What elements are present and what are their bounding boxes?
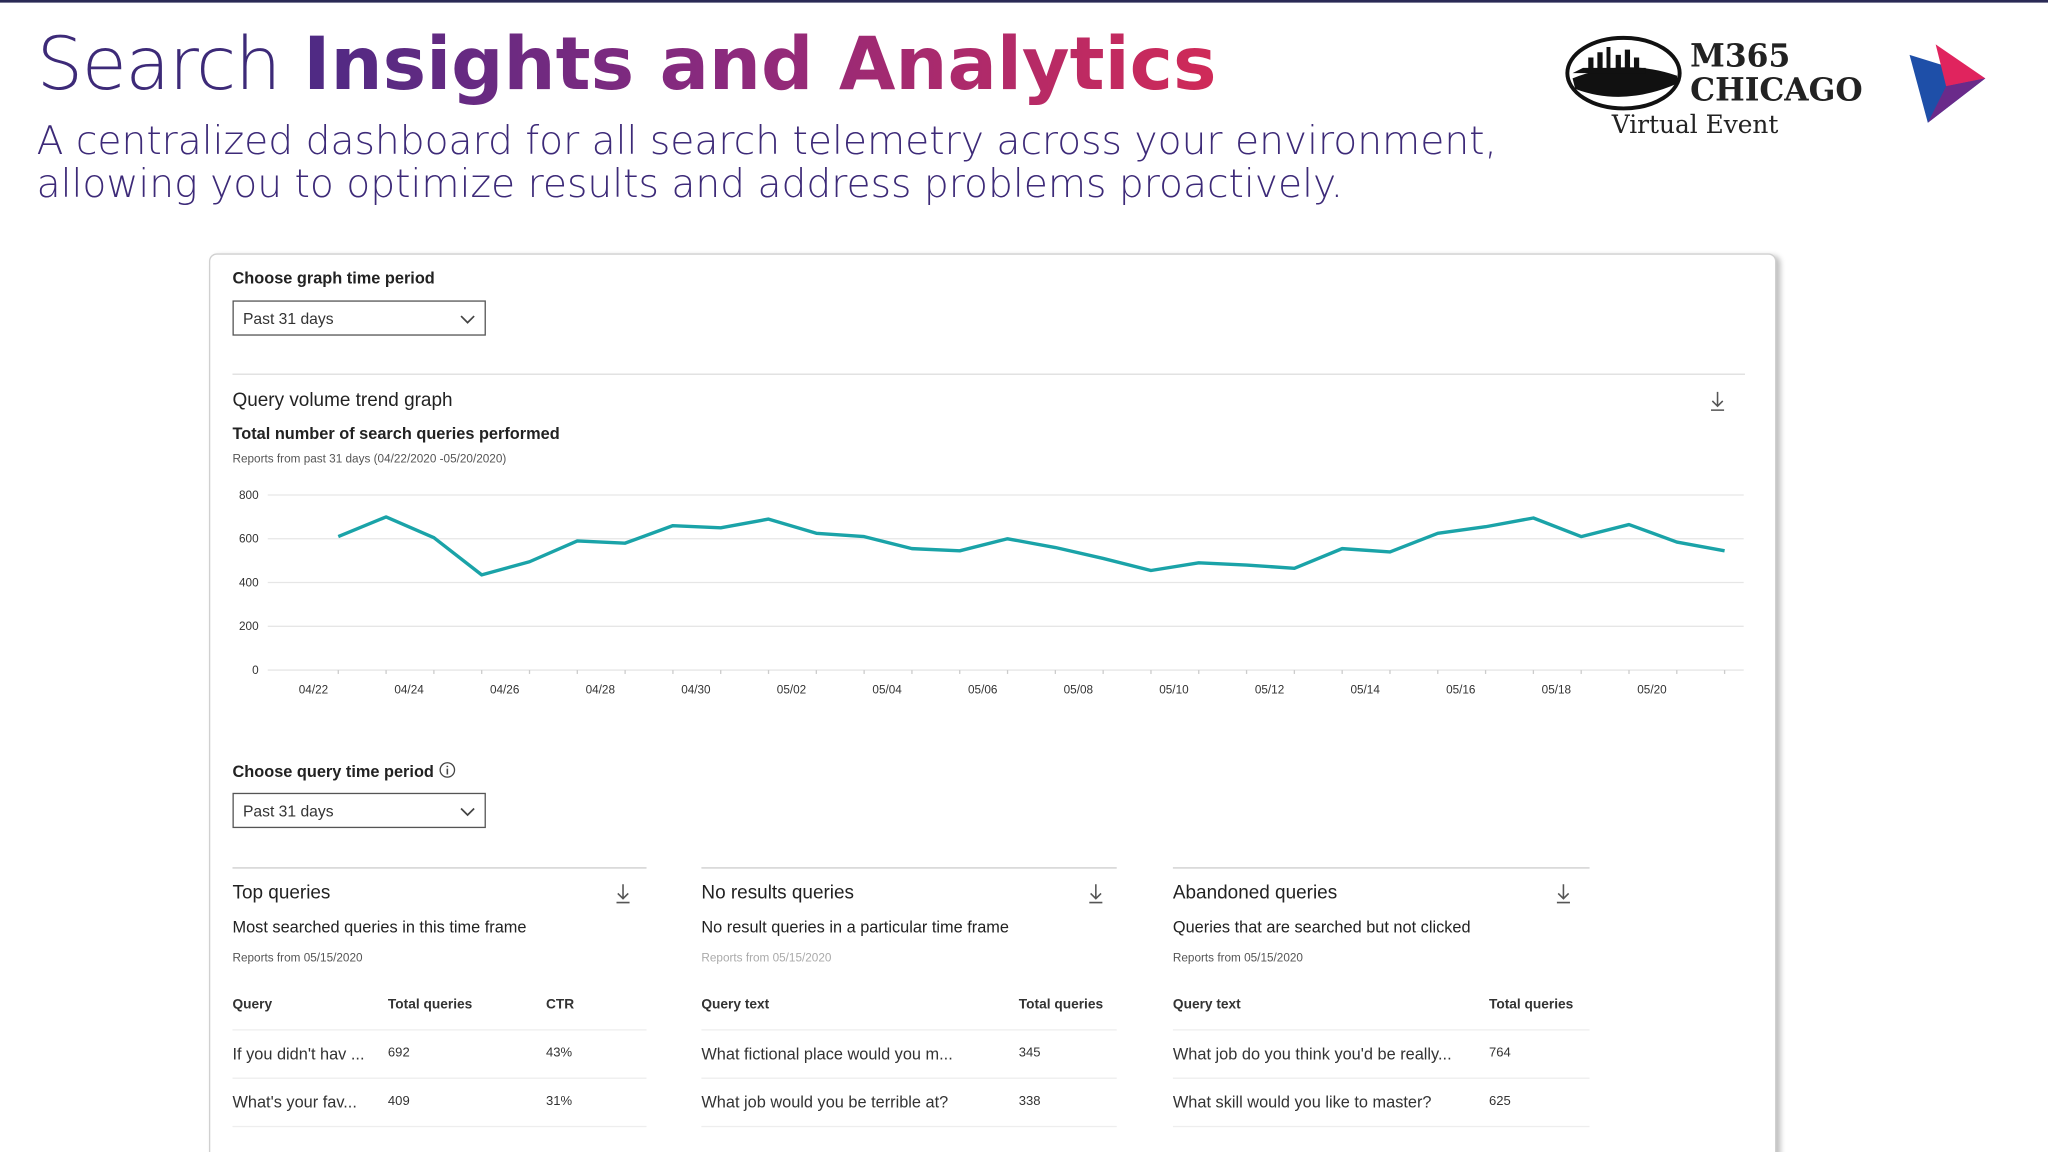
- cell: If you didn't hav ...: [232, 1044, 365, 1064]
- divider: [701, 867, 1117, 869]
- cell: 338: [1018, 1094, 1041, 1109]
- x-tick-label: 04/22: [299, 684, 328, 697]
- logo-line1: M365: [1690, 36, 1791, 75]
- download-icon[interactable]: [1554, 883, 1572, 904]
- chart-subtitle: Total number of search queries performed: [232, 424, 560, 443]
- column-header: Total queries: [1488, 996, 1574, 1013]
- column-header: Query text: [1172, 996, 1241, 1013]
- logo-text: M365 CHICAGO: [1690, 39, 1863, 107]
- x-tick-label: 05/08: [1064, 684, 1094, 697]
- download-icon[interactable]: [614, 883, 632, 904]
- cell: What skill would you like to master?: [1172, 1093, 1432, 1112]
- dashboard-panel: [208, 253, 1777, 1152]
- logo-line2: CHICAGO: [1690, 70, 1863, 109]
- cell: What job would you be terrible at?: [701, 1093, 949, 1112]
- download-glyph: [616, 884, 630, 904]
- y-tick-label: 400: [239, 576, 259, 589]
- top-border: [0, 0, 2048, 3]
- trend-line: [337, 515, 1725, 577]
- divider: [232, 867, 647, 869]
- table-title: Abandoned queries: [1172, 882, 1338, 904]
- divider: [232, 373, 1745, 375]
- column-header: Total queries: [387, 996, 473, 1013]
- table-description: No result queries in a particular time f…: [701, 918, 1009, 937]
- slide-subtitle: A centralized dashboard for all search t…: [36, 118, 1497, 208]
- table-title: No results queries: [701, 882, 855, 904]
- brand-triangle: [1909, 44, 1986, 123]
- row-line: [232, 1077, 647, 1079]
- x-tick-label: 05/20: [1637, 684, 1667, 697]
- graph-period-label: Choose graph time period: [232, 269, 435, 288]
- cell: What job do you think you'd be really...: [1172, 1044, 1452, 1064]
- column-header: CTR: [545, 996, 575, 1013]
- x-tick-label: 05/10: [1159, 684, 1189, 697]
- row-line: [701, 1077, 1117, 1079]
- chevron: [460, 807, 475, 817]
- y-tick-label: 800: [239, 489, 259, 502]
- dropdown-value: Past 31 days: [242, 309, 334, 328]
- y-tick-label: 600: [239, 533, 259, 546]
- row-line: [1172, 1125, 1590, 1128]
- y-tick-label: 200: [239, 620, 259, 633]
- x-tick-label: 05/18: [1542, 684, 1572, 697]
- slide-title: Search Insights and Analytics: [37, 18, 1217, 112]
- row-line: [232, 1029, 647, 1031]
- download-glyph: [1089, 884, 1103, 904]
- table-note: Reports from 05/15/2020: [232, 950, 363, 964]
- dropdown-value: Past 31 days: [242, 801, 334, 821]
- row-line: [701, 1029, 1117, 1031]
- download-icon[interactable]: [1087, 883, 1105, 904]
- row-line: [1172, 1029, 1590, 1031]
- info-icon[interactable]: [438, 761, 455, 778]
- x-tick-label: 05/14: [1350, 684, 1380, 697]
- x-tick-label: 04/24: [394, 684, 424, 697]
- column-header: Query: [232, 996, 273, 1013]
- cell: 692: [387, 1046, 410, 1061]
- row-line: [701, 1125, 1117, 1128]
- divider: [1172, 867, 1590, 869]
- x-tick-label: 05/06: [968, 684, 998, 697]
- title-bold: Insights and Analytics: [303, 22, 1217, 108]
- x-tick-label: 04/30: [681, 684, 711, 697]
- cell: 625: [1488, 1094, 1511, 1109]
- label-text: Choose query time period: [232, 762, 434, 782]
- download-icon[interactable]: [1708, 391, 1726, 412]
- logo-tagline: Virtual Event: [1611, 111, 1779, 140]
- x-tick-label: 05/02: [777, 684, 806, 697]
- chevron: [460, 315, 475, 324]
- table-description: Most searched queries in this time frame: [232, 918, 527, 937]
- chart-title: Query volume trend graph: [232, 390, 453, 412]
- table-description: Queries that are searched but not clicke…: [1172, 918, 1471, 937]
- cell: 345: [1018, 1046, 1041, 1061]
- y-tick-label: 0: [252, 664, 259, 677]
- cell: 43%: [545, 1046, 573, 1061]
- graph-period-dropdown[interactable]: Past 31 days: [232, 300, 486, 336]
- query-period-label: Choose query time period: [232, 761, 455, 781]
- download-glyph: [1556, 884, 1570, 904]
- x-tick-label: 05/04: [872, 684, 902, 697]
- cell: 31%: [545, 1094, 573, 1109]
- column-header: Total queries: [1018, 996, 1104, 1013]
- cell: What's your fav...: [232, 1093, 357, 1112]
- row-line: [232, 1125, 647, 1128]
- query-period-dropdown[interactable]: Past 31 days: [232, 792, 486, 829]
- cell: What fictional place would you m...: [701, 1044, 953, 1064]
- table-note: Reports from 05/15/2020: [1172, 950, 1303, 964]
- cell: 409: [387, 1094, 410, 1109]
- chart-note: Reports from past 31 days (04/22/2020 -0…: [232, 451, 507, 465]
- cell: 764: [1488, 1046, 1511, 1061]
- column-header: Query text: [701, 996, 770, 1013]
- x-tick-label: 05/16: [1446, 684, 1476, 697]
- x-tick-label: 05/12: [1255, 684, 1284, 697]
- table-note: Reports from 05/15/2020: [701, 950, 832, 964]
- table-title: Top queries: [232, 882, 331, 904]
- logo-icon: [1565, 35, 1682, 111]
- x-tick-label: 04/26: [490, 684, 520, 697]
- x-tick-label: 04/28: [586, 684, 616, 697]
- row-line: [1172, 1077, 1590, 1079]
- title-light: Search: [36, 22, 282, 108]
